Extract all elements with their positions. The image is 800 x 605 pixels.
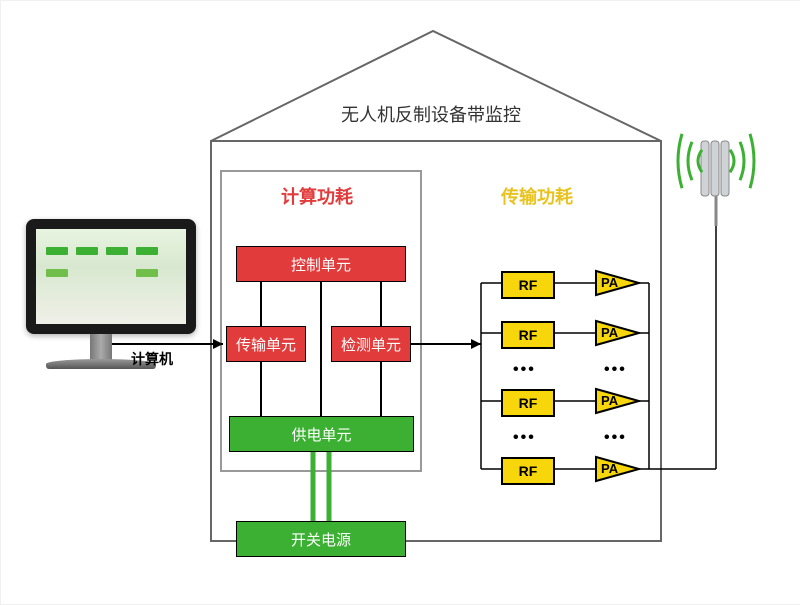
computer-monitor — [26, 219, 196, 334]
computer-link-arrow — [101, 339, 223, 349]
power-supply-unit-block: 供电单元 — [229, 416, 414, 452]
ellipsis: ••• — [604, 361, 627, 379]
rf-block: RF — [501, 389, 555, 417]
compute-section-header: 计算功耗 — [281, 183, 353, 209]
control-unit-block: 控制单元 — [236, 246, 406, 282]
transmit-unit-block: 传输单元 — [226, 326, 306, 362]
ellipsis: ••• — [513, 361, 536, 379]
antenna-icon — [678, 134, 754, 226]
pa-label: PA — [601, 275, 618, 290]
power-rails — [313, 452, 329, 521]
computer-label: 计算机 — [131, 349, 173, 369]
roof-title: 无人机反制设备带监控 — [261, 101, 601, 127]
pa-label: PA — [601, 393, 618, 408]
switch-power-block: 开关电源 — [236, 521, 406, 557]
pa-label: PA — [601, 325, 618, 340]
detect-unit-block: 检测单元 — [331, 326, 411, 362]
rf-block: RF — [501, 271, 555, 299]
ellipsis: ••• — [604, 429, 627, 447]
rf-block: RF — [501, 321, 555, 349]
transmit-section-header: 传输功耗 — [501, 183, 573, 209]
rf-block: RF — [501, 457, 555, 485]
pa-label: PA — [601, 461, 618, 476]
ellipsis: ••• — [513, 429, 536, 447]
